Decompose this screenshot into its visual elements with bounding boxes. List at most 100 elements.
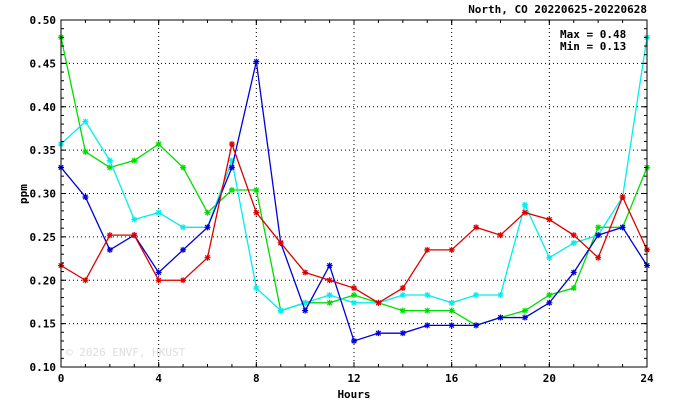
- data-point: [106, 164, 113, 171]
- data-point: [521, 201, 528, 208]
- data-point: [521, 307, 528, 314]
- data-point: [131, 232, 138, 239]
- data-point: [326, 262, 333, 269]
- watermark: © 2026 ENVF, HKUST: [66, 346, 186, 359]
- data-point: [228, 164, 235, 171]
- x-tick-label: 12: [347, 372, 360, 385]
- data-point: [204, 224, 211, 231]
- data-point: [253, 209, 260, 216]
- series-4: [58, 141, 650, 306]
- data-point: [106, 232, 113, 239]
- data-point: [399, 285, 406, 292]
- data-point: [155, 141, 162, 148]
- data-point: [570, 232, 577, 239]
- data-point: [155, 209, 162, 216]
- x-tick-label: 8: [253, 372, 260, 385]
- data-point: [595, 224, 602, 231]
- tick-marks: [60, 19, 648, 368]
- y-tick-label: 0.50: [30, 14, 57, 27]
- data-point: [82, 193, 89, 200]
- data-point: [595, 254, 602, 261]
- data-point: [497, 232, 504, 239]
- data-point: [155, 277, 162, 284]
- data-point: [375, 330, 382, 337]
- series-group: [58, 34, 650, 344]
- y-axis-label: ppm: [17, 184, 30, 204]
- data-point: [424, 246, 431, 253]
- x-tick-label: 20: [543, 372, 556, 385]
- data-point: [131, 157, 138, 164]
- series-1: [58, 34, 650, 329]
- data-point: [326, 291, 333, 298]
- data-point: [546, 254, 553, 261]
- data-point: [131, 216, 138, 223]
- data-point: [473, 291, 480, 298]
- y-tick-label: 0.45: [30, 57, 57, 70]
- chart-title: North, CO 20220625-20220628: [468, 3, 647, 16]
- data-point: [82, 118, 89, 125]
- data-point: [302, 269, 309, 276]
- y-tick-label: 0.20: [30, 274, 57, 287]
- data-point: [253, 58, 260, 65]
- data-point: [277, 239, 284, 246]
- max-stat: Max = 0.48: [560, 28, 626, 41]
- y-tick-label: 0.35: [30, 144, 57, 157]
- x-axis-label: Hours: [337, 388, 370, 401]
- data-point: [448, 246, 455, 253]
- data-point: [570, 239, 577, 246]
- x-tick-label: 24: [640, 372, 654, 385]
- series-line: [60, 37, 648, 312]
- data-point: [228, 157, 235, 164]
- y-tick-label: 0.30: [30, 188, 57, 201]
- data-point: [228, 141, 235, 148]
- data-point: [82, 277, 89, 284]
- data-point: [351, 337, 357, 344]
- data-point: [399, 307, 406, 314]
- series-line: [60, 61, 648, 342]
- data-point: [473, 322, 480, 329]
- data-point: [351, 291, 357, 298]
- data-point: [546, 299, 553, 306]
- data-point: [326, 277, 333, 284]
- data-point: [570, 285, 577, 292]
- y-tick-label: 0.40: [30, 101, 57, 114]
- data-point: [546, 216, 553, 223]
- x-tick-label: 0: [58, 372, 65, 385]
- data-point: [180, 224, 187, 231]
- data-point: [521, 314, 528, 321]
- data-point: [180, 246, 187, 253]
- data-point: [570, 269, 577, 276]
- x-tick-label: 16: [445, 372, 459, 385]
- data-point: [424, 291, 431, 298]
- data-point: [277, 307, 284, 314]
- data-point: [180, 164, 187, 171]
- y-tick-label: 0.10: [30, 361, 57, 374]
- data-point: [180, 277, 187, 284]
- data-point: [448, 307, 455, 314]
- data-point: [448, 299, 455, 306]
- data-point: [155, 269, 162, 276]
- grid-lines: [61, 20, 647, 367]
- data-point: [106, 246, 113, 253]
- data-point: [204, 254, 211, 261]
- data-point: [497, 314, 504, 321]
- data-point: [351, 299, 357, 306]
- data-point: [473, 224, 480, 231]
- x-tick-label: 4: [155, 372, 162, 385]
- data-point: [253, 187, 260, 194]
- min-stat: Min = 0.13: [560, 40, 626, 53]
- data-point: [424, 307, 431, 314]
- data-point: [619, 193, 626, 200]
- data-point: [302, 307, 309, 314]
- data-point: [326, 299, 333, 306]
- data-point: [399, 330, 406, 337]
- data-point: [253, 285, 260, 292]
- data-point: [399, 291, 406, 298]
- data-point: [497, 291, 504, 298]
- data-point: [595, 232, 602, 239]
- data-point: [375, 299, 382, 306]
- data-point: [448, 322, 455, 329]
- data-point: [106, 157, 113, 164]
- data-point: [619, 224, 626, 231]
